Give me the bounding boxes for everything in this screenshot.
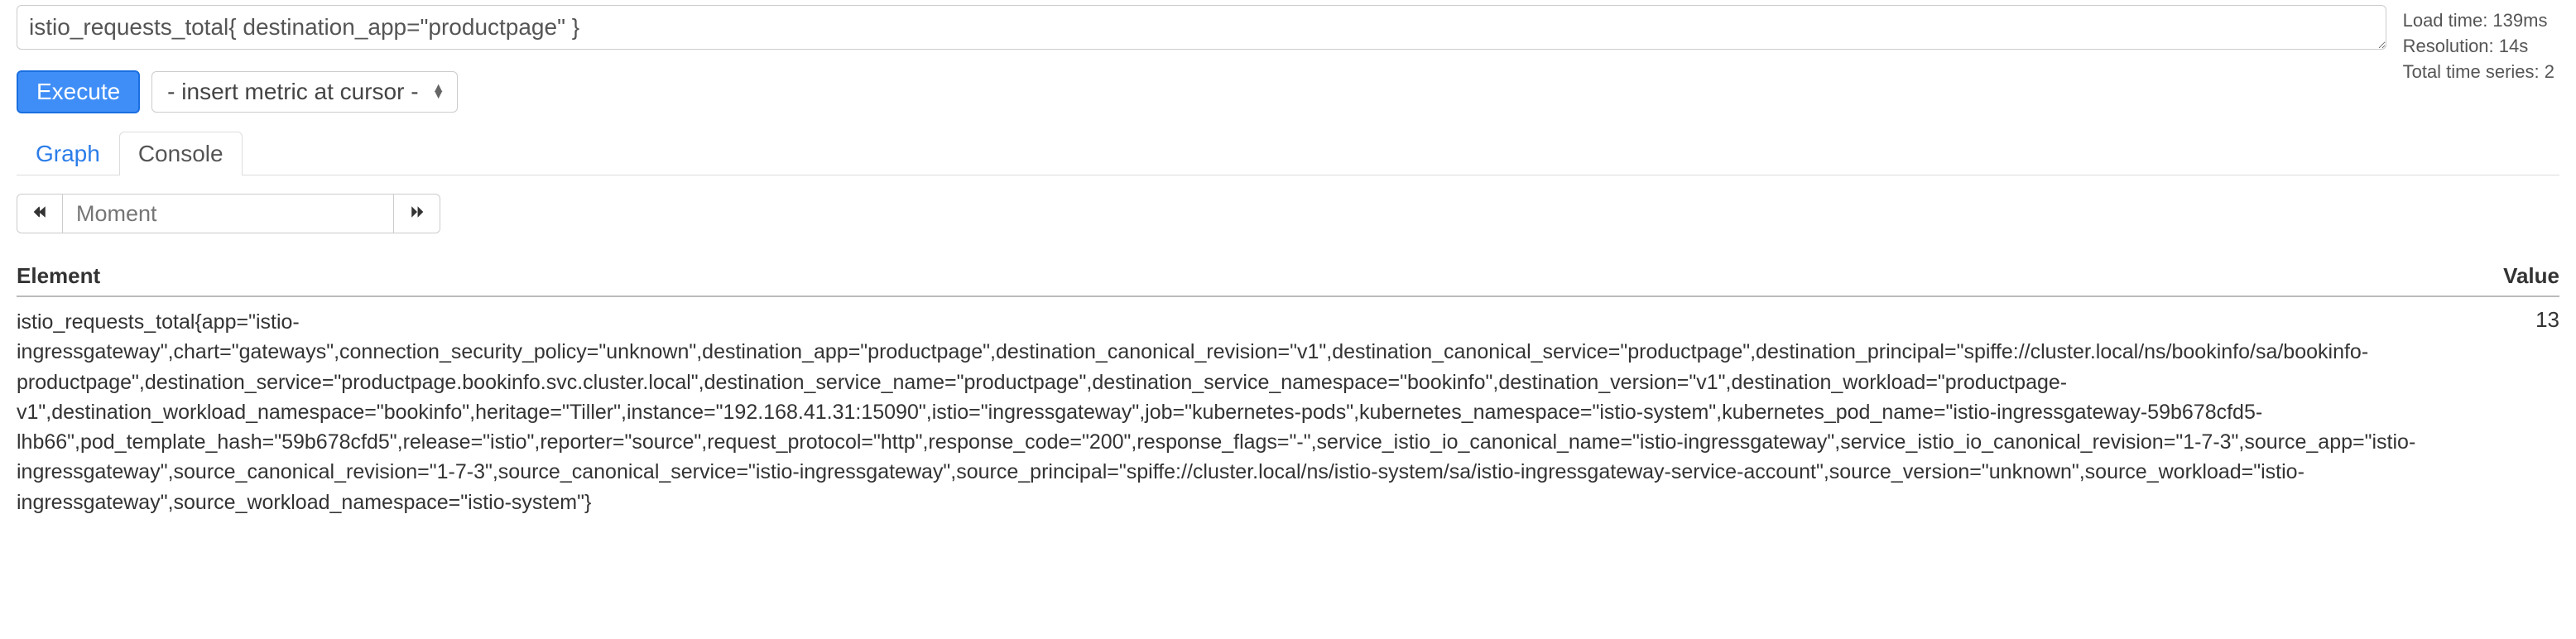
tab-console[interactable]: Console [119,132,243,175]
query-stats: Load time: 139ms Resolution: 14s Total t… [2403,5,2559,84]
execute-button[interactable]: Execute [17,70,140,113]
cell-element: istio_requests_total{app="istio-ingressg… [17,307,2485,517]
fastforward-icon [410,203,425,224]
chevron-updown-icon: ▲▼ [432,85,445,98]
rewind-icon [32,203,47,224]
time-nav [17,194,2559,233]
column-header-value: Value [2485,263,2559,289]
query-expression-input[interactable]: istio_requests_total{ destination_app="p… [17,5,2386,50]
column-header-element: Element [17,263,2485,289]
time-prev-button[interactable] [17,194,63,233]
metric-selector-dropdown[interactable]: - insert metric at cursor - ▲▼ [151,71,457,113]
results-table: Element Value istio_requests_total{app="… [17,263,2559,517]
stat-resolution: Resolution: 14s [2403,34,2554,60]
results-header: Element Value [17,263,2559,297]
tabs: Graph Console [17,132,2559,175]
table-row: istio_requests_total{app="istio-ingressg… [17,297,2559,517]
stat-total-series: Total time series: 2 [2403,60,2554,85]
time-next-button[interactable] [394,194,440,233]
cell-value: 13 [2485,307,2559,517]
metric-selector-label: - insert metric at cursor - [167,79,418,105]
moment-input[interactable] [63,194,394,233]
tab-graph[interactable]: Graph [17,132,119,175]
stat-load-time: Load time: 139ms [2403,8,2554,34]
